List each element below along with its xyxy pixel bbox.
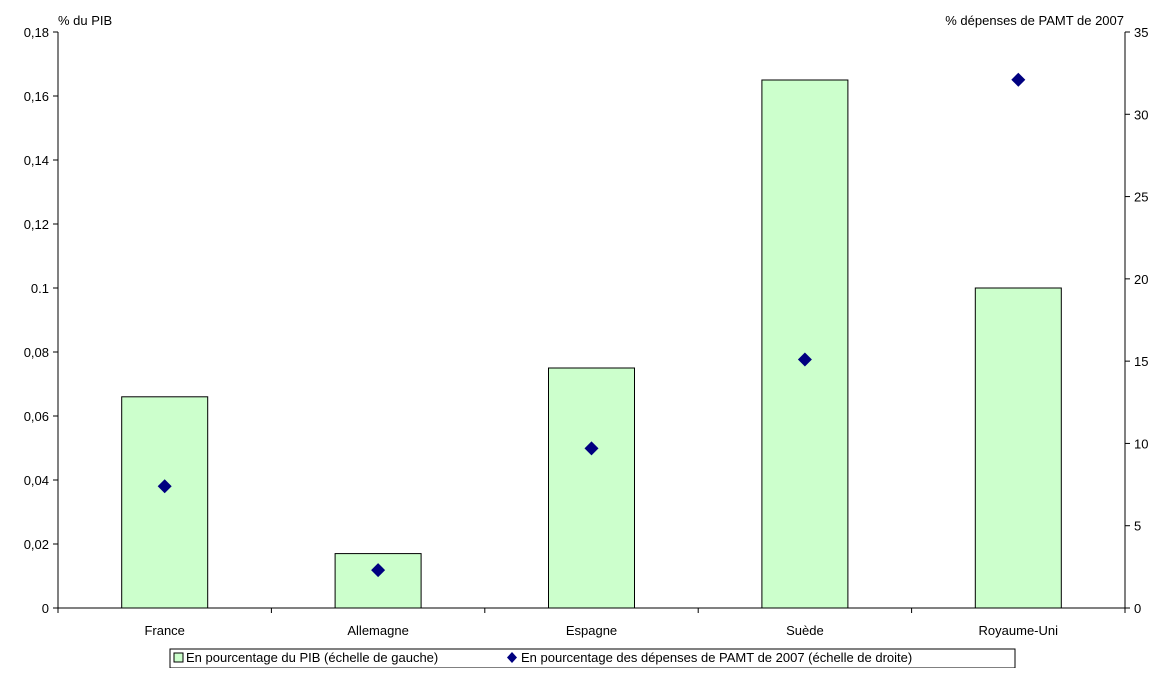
bar [334, 553, 422, 609]
y-left-tick-label: 0,04 [24, 473, 49, 488]
y-left-tick-label: 0,02 [24, 537, 49, 552]
y-left-tick-label: 0.1 [31, 281, 49, 296]
x-category-label: Espagne [566, 623, 617, 638]
y-axis-right-title: % dépenses de PAMT de 2007 [945, 13, 1124, 28]
axes-layer [57, 32, 1126, 609]
y-left-tick-label: 0,12 [24, 217, 49, 232]
labels-layer: % du PIB % dépenses de PAMT de 2007 0 0,0… [24, 13, 1149, 638]
y-left-tick-label: 0,16 [24, 89, 49, 104]
y-left-tick-label: 0,06 [24, 409, 49, 424]
legend-label-scatter: En pourcentage des dépenses de PAMT de 2… [521, 650, 912, 665]
x-category-label: France [144, 623, 184, 638]
bar [974, 287, 1062, 609]
bar [548, 367, 635, 609]
scatter-point [371, 563, 386, 578]
scatter-point [797, 352, 812, 367]
x-category-label: Allemagne [347, 623, 408, 638]
y-left-tick-label: 0,14 [24, 153, 49, 168]
bar [761, 79, 849, 609]
legend: En pourcentage du PIB (échelle de gauche… [169, 648, 1016, 669]
y-right-tick-label: 0 [1134, 601, 1141, 616]
bars-layer [121, 79, 1062, 609]
x-category-label: Suède [786, 623, 824, 638]
points-layer [157, 72, 1026, 578]
y-left-tick-label: 0 [42, 601, 49, 616]
legend-marker-diamond [507, 652, 517, 663]
y-axis-left-title: % du PIB [58, 13, 112, 28]
y-right-tick-label: 20 [1134, 272, 1148, 287]
scatter-point [584, 441, 599, 456]
y-left-tick-label: 0,08 [24, 345, 49, 360]
y-right-tick-label: 15 [1134, 354, 1148, 369]
legend-label-bar: En pourcentage du PIB (échelle de gauche… [186, 650, 438, 665]
y-right-tick-label: 10 [1134, 436, 1148, 451]
y-right-tick-label: 5 [1134, 519, 1141, 534]
y-right-tick-label: 35 [1134, 25, 1148, 40]
y-right-tick-label: 25 [1134, 190, 1148, 205]
scatter-point [1011, 72, 1026, 87]
y-left-tick-label: 0,18 [24, 25, 49, 40]
scatter-point [157, 479, 172, 494]
legend-swatch-bar [173, 652, 184, 663]
x-category-label: Royaume-Uni [979, 623, 1059, 638]
bar [121, 396, 209, 609]
y-right-tick-label: 30 [1134, 107, 1148, 122]
ticks-layer [53, 31, 1130, 613]
